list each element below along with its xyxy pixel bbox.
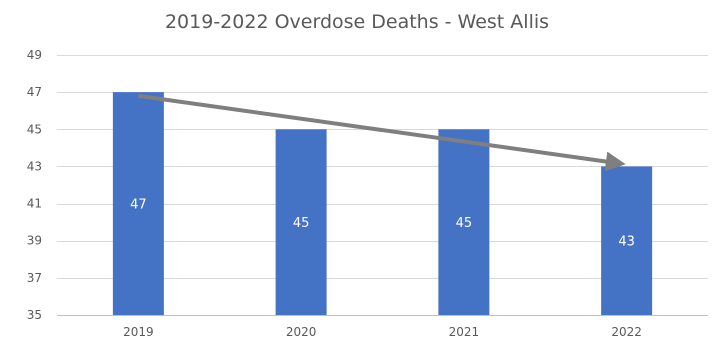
data-label-layer: 47 45 45 43 (130, 198, 635, 250)
y-tick-label: 43 (27, 159, 42, 173)
x-axis-ticks: 2019 2020 2021 2022 (123, 325, 642, 339)
y-tick-label: 39 (27, 234, 42, 248)
y-tick-label: 41 (27, 197, 42, 211)
y-tick-label: 35 (27, 308, 42, 322)
x-tick-label-2021: 2021 (449, 325, 480, 339)
y-tick-label: 49 (27, 48, 42, 62)
bar-2022 (601, 166, 653, 315)
bar-layer (112, 92, 653, 316)
bar-2020 (275, 129, 327, 315)
y-axis-ticks: 35 37 39 41 43 45 47 49 (27, 48, 42, 322)
y-tick-label: 47 (27, 85, 42, 99)
data-label-2021: 45 (456, 216, 473, 231)
y-tick-label: 37 (27, 271, 42, 285)
trend-arrow (138, 93, 626, 172)
data-label-2020: 45 (293, 216, 310, 231)
bar-2021 (438, 129, 490, 315)
data-label-2022: 43 (618, 235, 635, 250)
x-tick-label-2019: 2019 (123, 325, 154, 339)
y-tick-label: 45 (27, 122, 42, 136)
x-tick-label-2022: 2022 (611, 325, 642, 339)
chart-title: 2019-2022 Overdose Deaths - West Allis (165, 11, 549, 33)
trend-arrow-layer (138, 93, 626, 172)
bar-2019 (112, 92, 164, 316)
x-tick-label-2020: 2020 (286, 325, 317, 339)
data-label-2019: 47 (130, 198, 147, 213)
